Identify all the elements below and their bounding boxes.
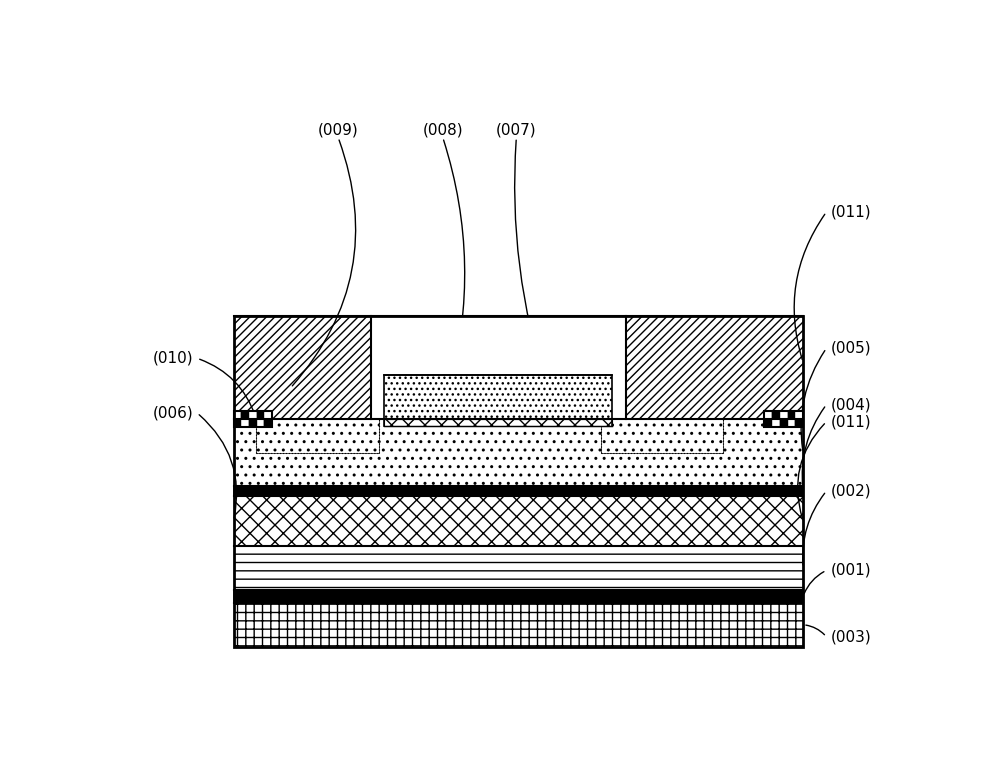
Bar: [234, 419, 803, 486]
Bar: [780, 410, 788, 419]
Text: (002): (002): [830, 484, 871, 498]
Bar: [234, 496, 803, 546]
Text: (005): (005): [830, 341, 871, 356]
Bar: [249, 410, 257, 419]
Bar: [264, 410, 272, 419]
Bar: [788, 410, 795, 419]
Bar: [764, 410, 772, 419]
Bar: [234, 316, 803, 419]
Bar: [384, 375, 612, 419]
Bar: [234, 410, 241, 419]
Bar: [234, 546, 803, 590]
Bar: [257, 419, 264, 427]
Bar: [780, 419, 788, 427]
Bar: [256, 419, 379, 453]
Bar: [249, 419, 257, 427]
Bar: [234, 603, 803, 647]
Bar: [234, 419, 241, 427]
Text: (009): (009): [318, 122, 358, 137]
Bar: [264, 419, 272, 427]
Text: (001): (001): [830, 563, 871, 578]
Bar: [601, 419, 723, 453]
Text: (011): (011): [830, 204, 871, 220]
Text: (011): (011): [830, 414, 871, 430]
Bar: [384, 419, 612, 426]
Bar: [601, 419, 723, 453]
Text: (006): (006): [152, 405, 193, 420]
Bar: [234, 410, 272, 427]
Bar: [234, 486, 803, 496]
Bar: [256, 419, 379, 453]
Bar: [772, 419, 780, 427]
Bar: [241, 410, 249, 419]
Text: (008): (008): [422, 122, 463, 137]
Text: (003): (003): [830, 629, 871, 644]
Bar: [764, 410, 803, 427]
Bar: [795, 410, 803, 419]
Bar: [257, 410, 264, 419]
Bar: [764, 410, 803, 427]
Bar: [371, 316, 626, 426]
Bar: [795, 419, 803, 427]
Bar: [772, 410, 780, 419]
Text: (004): (004): [830, 398, 871, 412]
Bar: [241, 419, 249, 427]
Text: (007): (007): [496, 122, 537, 137]
Bar: [788, 419, 795, 427]
Text: (010): (010): [153, 351, 193, 365]
Bar: [234, 590, 803, 603]
Bar: [234, 410, 272, 427]
Bar: [764, 419, 772, 427]
Bar: [234, 316, 803, 647]
